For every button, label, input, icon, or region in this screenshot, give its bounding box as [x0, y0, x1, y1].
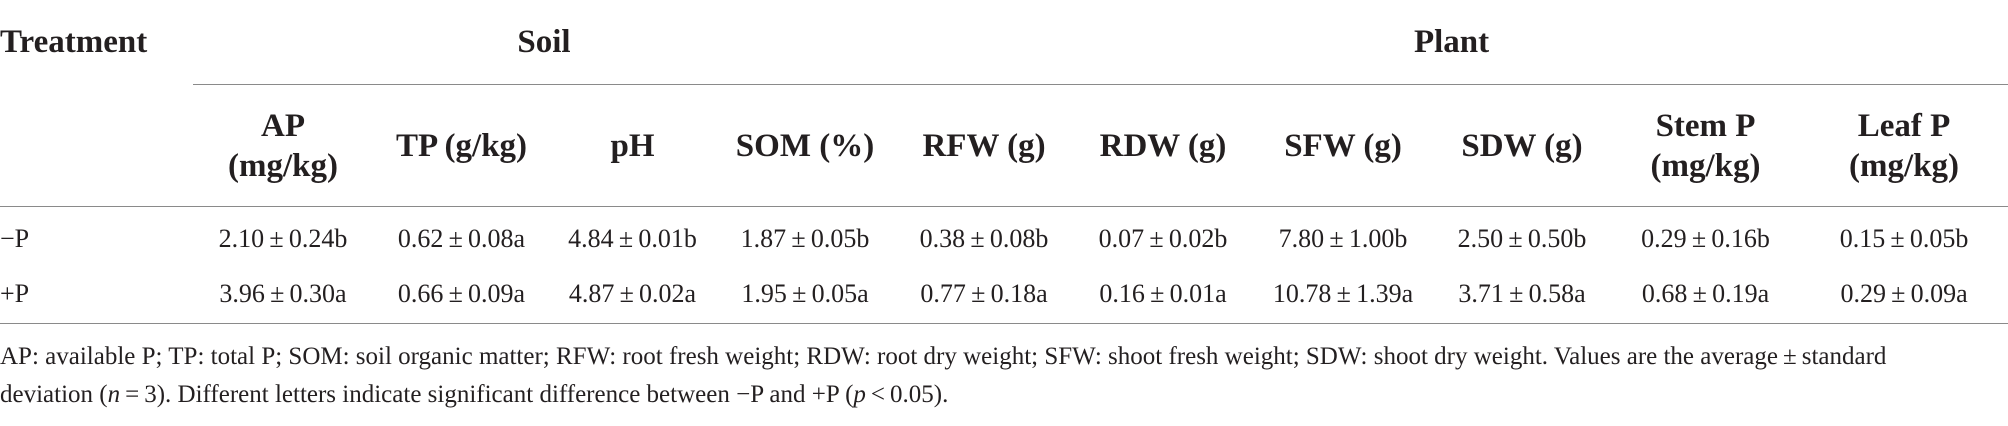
- table-cell: 0.66 ± 0.09a: [373, 265, 550, 324]
- column-header-line: SFW (g): [1284, 127, 1402, 164]
- treatment-table: Treatment Soil Plant AP (mg/kg) TP (g/kg)…: [0, 0, 2008, 324]
- column-header-line: RDW (g): [1099, 127, 1227, 164]
- group-header-soil: Soil: [193, 0, 896, 85]
- table-cell: 4.84 ± 0.01b: [568, 224, 697, 253]
- footnote-line-1: AP: available P; TP: total P; SOM: soil …: [0, 343, 1887, 370]
- column-header-unit: (mg/kg): [1650, 147, 1761, 184]
- group-header-plant: Plant: [895, 0, 2008, 85]
- table-cell: 0.07 ± 0.02b: [1098, 224, 1228, 253]
- table-cell: 0.38 ± 0.08b: [919, 224, 1049, 253]
- column-header-stem-p: Stem P (mg/kg): [1611, 84, 1801, 207]
- column-header-line: TP (g/kg): [395, 127, 528, 164]
- column-header-line: RFW (g): [922, 127, 1046, 164]
- table-cell: 0.29 ± 0.09a: [1800, 265, 2008, 324]
- column-header-tp: TP (g/kg): [373, 84, 550, 207]
- table-row: +P 3.96 ± 0.30a 0.66 ± 0.09a 4.87 ± 0.02…: [0, 265, 2008, 324]
- group-header-row: Treatment Soil Plant: [0, 0, 2008, 85]
- column-header-sfw: SFW (g): [1253, 84, 1434, 207]
- table-cell: 1.87 ± 0.05b: [740, 224, 870, 253]
- data-table-container: Treatment Soil Plant AP (mg/kg) TP (g/kg)…: [0, 0, 2008, 324]
- footnote-text: deviation (: [0, 381, 108, 408]
- table-cell: 0.77 ± 0.18a: [895, 265, 1074, 324]
- column-header-row: AP (mg/kg) TP (g/kg) pH SOM (%) RFW (g) R…: [0, 84, 2008, 207]
- column-header-line: pH: [610, 127, 655, 164]
- treatment-header-spacer: [0, 84, 193, 207]
- table-cell: 7.80 ± 1.00b: [1278, 224, 1408, 253]
- column-header-ap: AP (mg/kg): [193, 84, 373, 207]
- table-cell: 3.96 ± 0.30a: [193, 265, 373, 324]
- column-header-unit: (mg/kg): [1849, 147, 1960, 184]
- column-header-rfw: RFW (g): [895, 84, 1074, 207]
- column-header-line: Stem P: [1655, 107, 1756, 144]
- table-cell: 2.10 ± 0.24b: [218, 224, 348, 253]
- table-cell: 3.71 ± 0.58a: [1433, 265, 1612, 324]
- row-label: −P: [0, 224, 30, 253]
- column-header-sdw: SDW (g): [1433, 84, 1612, 207]
- footnote-italic-n: n: [107, 381, 121, 408]
- table-cell: 0.62 ± 0.08a: [397, 224, 526, 253]
- column-header-line: SOM (%): [735, 127, 875, 164]
- table-cell: 10.78 ± 1.39a: [1253, 265, 1434, 324]
- column-header-line: Leaf P: [1857, 107, 1951, 144]
- row-label: +P: [0, 265, 193, 324]
- treatment-header: Treatment: [0, 23, 148, 60]
- table-cell: 0.16 ± 0.01a: [1073, 265, 1254, 324]
- footnote-text: < 0.05).: [865, 381, 949, 408]
- column-header-som: SOM (%): [715, 84, 896, 207]
- column-header-line: AP: [261, 107, 305, 144]
- column-header-rdw: RDW (g): [1073, 84, 1254, 207]
- table-cell: 0.29 ± 0.16b: [1641, 224, 1770, 253]
- column-header-unit: (mg/kg): [228, 147, 338, 184]
- table-footnote: AP: available P; TP: total P; SOM: soil …: [0, 338, 2008, 414]
- footnote-italic-p: p: [853, 381, 866, 408]
- column-header-line: SDW (g): [1461, 127, 1583, 164]
- footnote-text: = 3). Different letters indicate signifi…: [120, 381, 854, 408]
- footnote-line-2: deviation (n = 3). Different letters ind…: [0, 376, 2008, 414]
- table-cell: 1.95 ± 0.05a: [715, 265, 896, 324]
- table-cell: 0.68 ± 0.19a: [1611, 265, 1801, 324]
- table-row: −P 2.10 ± 0.24b 0.62 ± 0.08a 4.84 ± 0.01…: [0, 207, 2008, 266]
- table-cell: 0.15 ± 0.05b: [1839, 224, 1969, 253]
- column-header-leaf-p: Leaf P (mg/kg): [1800, 84, 2008, 207]
- table-cell: 2.50 ± 0.50b: [1457, 224, 1587, 253]
- column-header-ph: pH: [550, 84, 715, 207]
- table-cell: 4.87 ± 0.02a: [550, 265, 715, 324]
